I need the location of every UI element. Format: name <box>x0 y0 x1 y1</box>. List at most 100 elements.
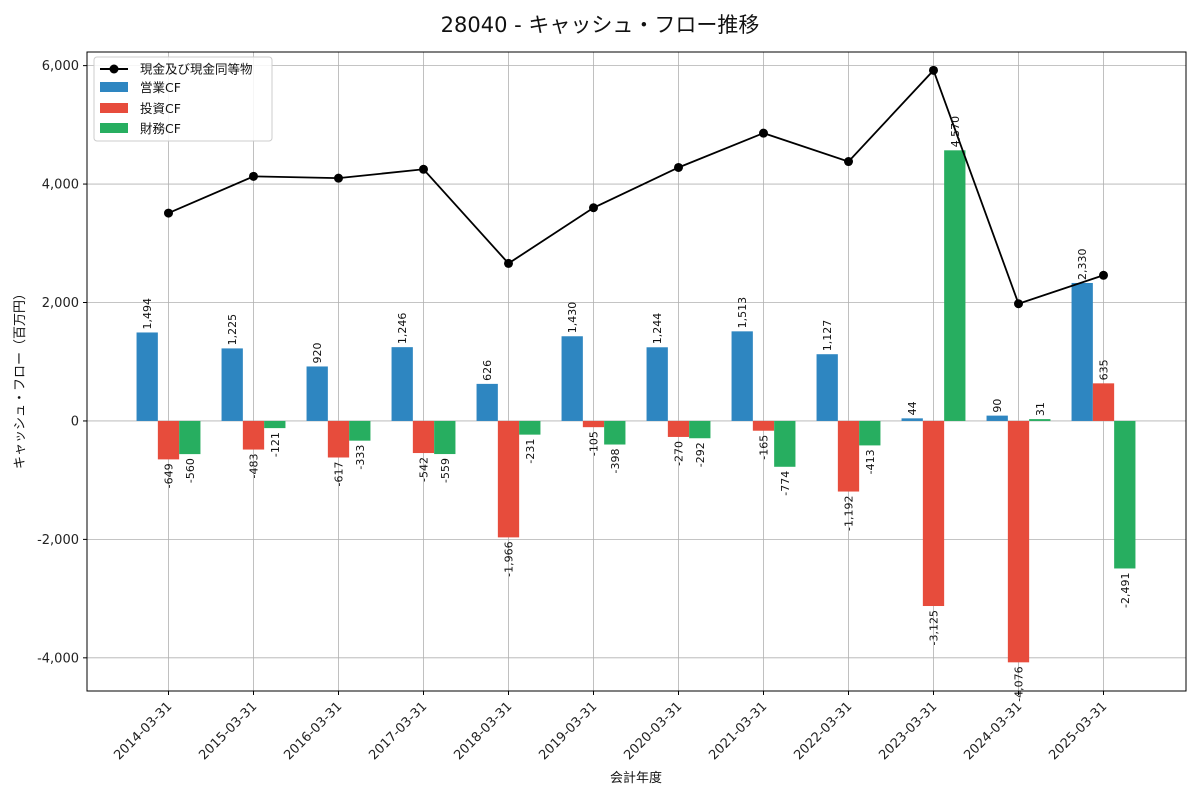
bars-layer <box>136 150 1136 663</box>
y-axis-label: キャッシュ・フロー（百万円） <box>13 287 28 469</box>
legend-label-operating: 営業CF <box>140 80 181 95</box>
bar-value-label: 31 <box>1034 402 1047 416</box>
bar <box>922 420 945 607</box>
bar <box>412 420 435 454</box>
bar <box>901 418 923 421</box>
cash-line-point <box>674 162 683 172</box>
cash-line-point <box>844 157 853 167</box>
bar-value-label: -3,125 <box>928 610 941 645</box>
bar <box>136 332 158 421</box>
legend-swatch-investing <box>100 103 128 113</box>
bar-value-label: -292 <box>694 442 707 467</box>
y-axis-ticks: -4,000 -2,000 0 2,000 4,000 6,000 <box>37 59 87 666</box>
bar-value-label: -649 <box>163 463 176 488</box>
legend-label-cash: 現金及び現金同等物 <box>140 62 253 77</box>
bar-value-label: 1,430 <box>566 302 579 334</box>
y-tick-label: -4,000 <box>37 651 79 666</box>
cash-line-point <box>504 258 513 268</box>
plot-frame <box>86 51 1187 692</box>
bar-value-label: 90 <box>991 399 1004 413</box>
bar-value-label: 635 <box>1098 359 1111 380</box>
bar <box>816 354 838 421</box>
bar <box>604 420 626 445</box>
bar <box>242 420 265 450</box>
bar-value-label: -542 <box>418 457 431 482</box>
bar <box>944 150 966 421</box>
legend-line-marker <box>109 64 119 74</box>
bar <box>519 420 541 435</box>
bar-value-label: -333 <box>354 445 367 470</box>
bar-value-label: -1,192 <box>843 496 856 531</box>
bar-value-label: 1,225 <box>226 314 239 346</box>
bar-value-label: 1,246 <box>396 313 409 345</box>
bar <box>986 415 1008 421</box>
bar-value-label: -413 <box>864 449 877 474</box>
bar <box>582 420 605 428</box>
cash-line-point <box>589 203 598 213</box>
legend: 現金及び現金同等物 営業CF 投資CF 財務CF <box>93 56 273 142</box>
y-tick-label: 6,000 <box>42 59 79 74</box>
bar-value-label: -4,076 <box>1013 666 1026 701</box>
bar-value-label: 626 <box>481 360 494 381</box>
bar-value-label: 1,513 <box>736 297 749 329</box>
bar-value-label: -165 <box>758 435 771 460</box>
x-axis-label: 会計年度 <box>610 770 662 786</box>
bar <box>1029 419 1051 421</box>
bar <box>306 366 328 421</box>
bar <box>476 383 498 421</box>
cash-line-point <box>164 208 173 218</box>
legend-swatch-operating <box>100 82 128 92</box>
bar <box>837 420 860 492</box>
bar <box>264 420 286 429</box>
bar <box>434 420 456 455</box>
bar <box>689 420 711 439</box>
bar <box>179 420 201 455</box>
bar <box>1071 282 1093 421</box>
cash-line-point <box>249 171 258 181</box>
bar-value-label: 2,330 <box>1076 248 1089 280</box>
bar <box>327 420 350 458</box>
chart-title: 28040 - キャッシュ・フロー推移 <box>441 13 760 37</box>
cash-line-point <box>929 65 938 75</box>
bar-value-label: 1,494 <box>141 298 154 330</box>
bar-value-label: -398 <box>609 449 622 474</box>
bar <box>157 420 180 460</box>
bar-value-label: -559 <box>439 458 452 483</box>
bar-value-label: -270 <box>673 441 686 466</box>
bar-value-label: -105 <box>588 431 601 456</box>
bar-value-label: -617 <box>333 461 346 486</box>
legend-label-investing: 投資CF <box>140 101 181 116</box>
bar-value-label: -774 <box>779 471 792 496</box>
bar-value-label: -231 <box>524 439 537 464</box>
y-tick-label: 4,000 <box>42 178 79 193</box>
bar <box>752 420 775 431</box>
bar-value-label: -121 <box>269 432 282 457</box>
bar-value-label: -1,966 <box>503 541 516 576</box>
cash-line-point <box>419 164 428 174</box>
bar <box>667 420 690 437</box>
y-tick-label: -2,000 <box>37 533 79 548</box>
cash-line <box>168 68 1104 305</box>
bar-value-label: 4,570 <box>949 116 962 148</box>
bar-value-label: -483 <box>248 454 261 479</box>
bar <box>1114 420 1136 569</box>
bar <box>561 336 583 421</box>
cash-line-point <box>1099 270 1108 280</box>
bar <box>349 420 371 441</box>
bar-value-label: 920 <box>311 342 324 363</box>
bar-value-label: 1,127 <box>821 320 834 352</box>
bar <box>774 420 796 467</box>
bar <box>1007 420 1030 663</box>
bar-labels-layer: 1,494 1,225 920 1,246 626 1,430 1,244 1,513 1,12… <box>141 116 1132 702</box>
bar <box>221 348 243 421</box>
cash-line-point <box>1014 299 1023 309</box>
cash-line-point <box>759 128 768 138</box>
bar-value-label: 44 <box>906 401 919 415</box>
bar <box>1092 383 1115 421</box>
legend-label-financing: 財務CF <box>140 121 181 136</box>
bar-value-label: -560 <box>184 458 197 483</box>
bar-value-label: -2,491 <box>1119 572 1132 607</box>
y-tick-label: 2,000 <box>42 296 79 311</box>
y-tick-label: 0 <box>71 414 79 429</box>
